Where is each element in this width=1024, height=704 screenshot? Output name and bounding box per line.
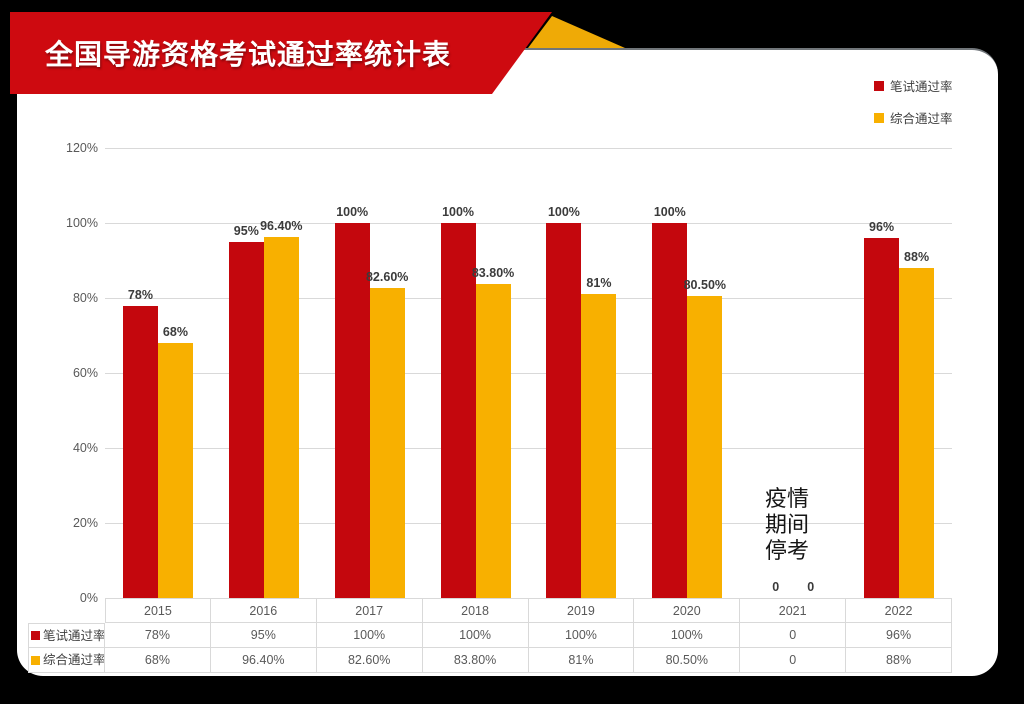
table-cell-2016: 95% (210, 623, 317, 648)
table-cell-2015: 78% (105, 623, 211, 648)
gridline-100% (105, 223, 952, 224)
bar-综合通过率-2017 (369, 288, 405, 598)
row-header-label: 综合通过率 (43, 653, 105, 667)
table-cell-2018: 100% (422, 623, 529, 648)
annotation-line: 停考 (764, 538, 809, 563)
bar-综合通过率-2018 (475, 283, 511, 598)
bar-label-综合通过率-2017: 82.60% (365, 270, 409, 285)
gridline-80% (105, 298, 952, 299)
table-year-row: 2015 2016 2017 2018 2019 2020 2021 2022 (105, 598, 952, 623)
table-year-header-2021: 2021 (740, 598, 847, 623)
bar-label-笔试通过率-2021: 0 (772, 580, 780, 594)
table-cell-2017: 82.60% (316, 648, 423, 673)
bar-label-笔试通过率-2016: 95% (233, 223, 259, 238)
bar-label-综合通过率-2016: 96.40% (260, 218, 303, 233)
annotation-line: 期间 (764, 512, 809, 537)
y-axis-label-80%: 80% (72, 291, 98, 305)
gridline-120% (105, 148, 952, 149)
table-cell-2018: 83.80% (422, 648, 529, 673)
bar-label-笔试通过率-2015: 78% (127, 287, 153, 302)
table-cell-2020: 80.50% (634, 648, 741, 673)
table-cell-2015: 68% (105, 648, 211, 673)
table-cell-2019: 100% (528, 623, 635, 648)
table-year-header-2015: 2015 (105, 598, 211, 623)
bar-笔试通过率-2015 (122, 305, 158, 598)
bar-综合通过率-2016 (263, 236, 299, 598)
bar-综合通过率-2015 (157, 343, 193, 598)
y-axis-label-40%: 40% (72, 441, 98, 455)
table-year-header-2019: 2019 (528, 598, 635, 623)
table-cell-2016: 96.40% (210, 648, 317, 673)
table-row-综合通过率: 综合通过率 68% 96.40% 82.60% 83.80% 81% 80.50% 0 88% (28, 648, 952, 673)
y-axis-label-120%: 120% (66, 141, 98, 155)
table-cell-2021: 0 (740, 623, 847, 648)
table-year-header-2020: 2020 (634, 598, 741, 623)
table-row-header: 综合通过率 (28, 648, 105, 673)
table-cell-2022: 88% (846, 648, 952, 673)
bar-综合通过率-2019 (581, 294, 617, 598)
table-year-header-2017: 2017 (316, 598, 423, 623)
table-cell-2017: 100% (316, 623, 423, 648)
y-axis-label-20%: 20% (72, 516, 98, 530)
bar-笔试通过率-2019 (546, 223, 582, 598)
bar-label-综合通过率-2018: 83.80% (471, 265, 515, 280)
bar-笔试通过率-2020 (652, 223, 688, 598)
legend-item-comprehensive: 综合通过率 (874, 108, 953, 127)
bar-label-综合通过率-2020: 80.50% (683, 278, 727, 293)
bar-label-笔试通过率-2019: 100% (547, 205, 580, 219)
bar-label-综合通过率-2022: 88% (904, 250, 930, 264)
bar-综合通过率-2020 (687, 296, 723, 598)
bar-label-笔试通过率-2020: 100% (653, 205, 686, 219)
legend-label: 笔试通过率 (890, 80, 953, 94)
y-axis-label-0%: 0% (79, 591, 98, 605)
bar-label-笔试通过率-2018: 100% (442, 205, 475, 219)
legend-swatch-red (874, 80, 884, 91)
y-axis-label-60%: 60% (72, 366, 98, 380)
table-cell-2021: 0 (740, 648, 847, 673)
table-cell-2019: 81% (528, 648, 635, 673)
bar-笔试通过率-2022 (864, 238, 900, 598)
table-row-笔试通过率: 笔试通过率 78% 95% 100% 100% 100% 100% 0 96% (28, 623, 952, 648)
gridline-20% (105, 523, 952, 524)
bar-label-综合通过率-2021: 0 (807, 580, 815, 594)
annotation-line: 疫情 (764, 486, 809, 511)
table-year-header-2022: 2022 (846, 598, 952, 623)
y-axis-label-100%: 100% (66, 216, 98, 230)
table-year-header-2016: 2016 (210, 598, 317, 623)
bar-label-笔试通过率-2017: 100% (336, 205, 369, 219)
gridline-60% (105, 373, 952, 374)
table-year-header-2018: 2018 (422, 598, 529, 623)
table-cell-2020: 100% (634, 623, 741, 648)
bar-笔试通过率-2016 (228, 241, 264, 598)
row-header-swatch (31, 631, 40, 640)
table-row-header: 笔试通过率 (28, 623, 105, 648)
gridline-40% (105, 448, 952, 449)
bar-label-笔试通过率-2022: 96% (869, 220, 895, 234)
title-banner: 全国导游资格考试通过率统计表 (10, 12, 552, 94)
legend-label: 综合通过率 (890, 112, 953, 126)
bar-label-综合通过率-2015: 68% (162, 325, 188, 339)
row-header-swatch (31, 655, 40, 665)
bar-笔试通过率-2017 (334, 223, 370, 598)
bar-笔试通过率-2018 (440, 223, 476, 598)
row-header-label: 笔试通过率 (43, 628, 105, 643)
bar-label-综合通过率-2019: 81% (586, 276, 612, 291)
legend-swatch-gold (874, 112, 884, 123)
table-cell-2022: 96% (846, 623, 952, 648)
legend-item-written-exam: 笔试通过率 (874, 76, 953, 95)
bar-综合通过率-2022 (899, 268, 935, 598)
page-title: 全国导游资格考试通过率统计表 (45, 39, 452, 70)
pandemic-annotation: 疫情 期间 停考 (735, 486, 839, 564)
